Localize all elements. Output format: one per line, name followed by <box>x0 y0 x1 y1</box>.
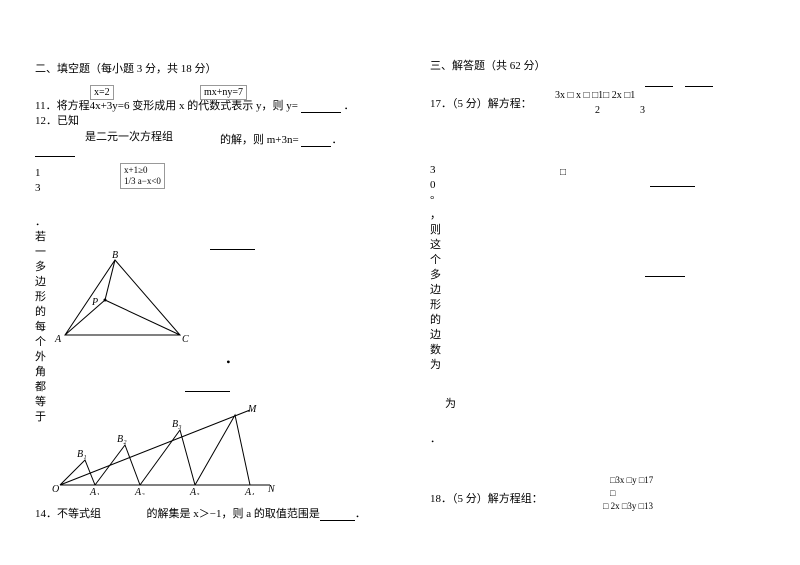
vt2-char: 这 <box>430 238 441 253</box>
q14-b: 的解集是 x＞−1，则 a 的取值范围是 <box>147 508 320 520</box>
vertical-text-1: ．若一多边形的每个外角都等于 <box>35 215 46 425</box>
triangle-figure: A B C P <box>50 250 200 350</box>
q12-c: 的解，则 m+3n= ． <box>220 131 342 147</box>
svg-text:B: B <box>112 250 118 261</box>
q17-r: □1□ <box>592 90 609 101</box>
svg-text:P: P <box>91 297 98 308</box>
vt1-char: 一 <box>35 245 46 260</box>
vt2-char: 形 <box>430 298 441 313</box>
vt2-char: ° <box>430 193 441 208</box>
q17-line: 17．（5 分）解方程： <box>430 95 532 111</box>
r-blank-1 <box>650 175 695 187</box>
svg-text:A₁: A₁ <box>89 487 100 495</box>
svg-text:A₄: A₄ <box>244 487 255 495</box>
q17-n1: 2x □1 <box>612 90 636 101</box>
q14-line: 14．不等式组 的解集是 x＞−1，则 a 的取值范围是． <box>35 505 366 521</box>
mid-blank-1 <box>210 238 255 250</box>
q18-l2: □ <box>610 488 615 498</box>
vt1-char: 个 <box>35 335 46 350</box>
q13-box-l2: 1/3 a−x<0 <box>124 176 161 187</box>
q14-a: 14．不等式组 <box>35 508 101 520</box>
svg-text:M: M <box>247 404 257 415</box>
q12-blank <box>301 135 331 147</box>
vt1-char: 角 <box>35 365 46 380</box>
vt2-char: 多 <box>430 268 441 283</box>
vt2-dot: ． <box>430 430 441 446</box>
q17-m: x □ <box>576 90 590 101</box>
q12-b: 是二元一次方程组 <box>85 128 173 144</box>
svg-text:B₁: B₁ <box>77 449 87 460</box>
vt1-char: 等 <box>35 395 46 410</box>
mid-blank-2 <box>185 380 230 392</box>
svg-text:A: A <box>54 334 62 345</box>
q13-n2: 3 <box>35 182 41 194</box>
q12-a: 12．已知 <box>35 112 79 128</box>
sq-mark: □ <box>560 167 566 178</box>
q17-d2: 3 <box>640 105 645 116</box>
q14-blank <box>320 509 355 521</box>
svg-text:A₃: A₃ <box>189 487 200 495</box>
vt2-char: 边 <box>430 328 441 343</box>
q11-text-a: 11．将方程 <box>35 100 90 112</box>
q17-l: 3x □ <box>555 90 574 101</box>
section-2-title: 二、填空题（每小题 3 分，共 18 分） <box>35 60 217 76</box>
vt2-char: 3 <box>430 163 441 178</box>
q11-tail: ． <box>343 100 354 112</box>
q13-n1: 1 <box>35 167 41 179</box>
vt2-char: 数 <box>430 343 441 358</box>
svg-text:A₂: A₂ <box>134 487 145 495</box>
svg-text:B₂: B₂ <box>117 434 127 445</box>
svg-text:C: C <box>182 334 189 345</box>
vt1-char: 若 <box>35 230 46 245</box>
q11-eq: 4x+3y=6 变形成用 x 的代数式表示 y，则 y= <box>90 100 298 112</box>
vertical-text-2: 30°，则这个多边形的边数为 <box>430 163 441 373</box>
q11-box1: x=2 <box>90 85 114 100</box>
vt2-char: 个 <box>430 253 441 268</box>
vt2-wei: 为 <box>445 395 456 411</box>
q13-box: x+1≥0 1/3 a−x<0 <box>120 163 165 189</box>
q17-d1: 2 <box>595 105 600 116</box>
vt1-char: ． <box>35 215 46 230</box>
svg-text:N: N <box>267 484 276 495</box>
vt1-char: 于 <box>35 410 46 425</box>
q11-blank <box>301 101 341 113</box>
q13-box-l1: x+1≥0 <box>124 165 161 176</box>
vt2-char: 则 <box>430 223 441 238</box>
s3-blank2 <box>685 75 713 87</box>
vt2-char: 边 <box>430 283 441 298</box>
vt1-char: 多 <box>35 260 46 275</box>
q17-expr: 3x □ x □ □1□ 2x □1 <box>555 90 635 101</box>
q11-line: 11．将方程4x+3y=6 变形成用 x 的代数式表示 y，则 y= ． <box>35 97 354 113</box>
vt1-char: 每 <box>35 320 46 335</box>
q18-l1: □3x □y □17 <box>610 475 653 485</box>
vt2-char: 0 <box>430 178 441 193</box>
r-blank-2 <box>645 265 685 277</box>
q12-blank2 <box>35 145 75 157</box>
vt1-char: 的 <box>35 305 46 320</box>
svg-text:B₃: B₃ <box>172 419 182 430</box>
vt1-char: 形 <box>35 290 46 305</box>
vt1-char: 外 <box>35 350 46 365</box>
section-3-title: 三、解答题（共 62 分） <box>430 57 546 73</box>
zigzag-figure: O N M A₁ A₂ A₃ A₄ B₁ B₂ B₃ <box>50 400 280 495</box>
svg-text:O: O <box>52 484 59 495</box>
q11-box2: mx+ny=7 <box>200 85 247 100</box>
s3-blank1 <box>645 75 673 87</box>
q17-a: 17．（5 分）解方程： <box>430 98 532 110</box>
q18-a: 18．（5 分）解方程组： <box>430 490 543 506</box>
vt2-char: ， <box>430 208 441 223</box>
mid-dot: ． <box>225 348 239 368</box>
vt1-char: 都 <box>35 380 46 395</box>
vt2-char: 的 <box>430 313 441 328</box>
vt2-char: 为 <box>430 358 441 373</box>
q12-c-text: 的解，则 m+3n= <box>220 134 299 146</box>
q18-l3: □ 2x □3y □13 <box>603 501 653 511</box>
vt1-char: 边 <box>35 275 46 290</box>
